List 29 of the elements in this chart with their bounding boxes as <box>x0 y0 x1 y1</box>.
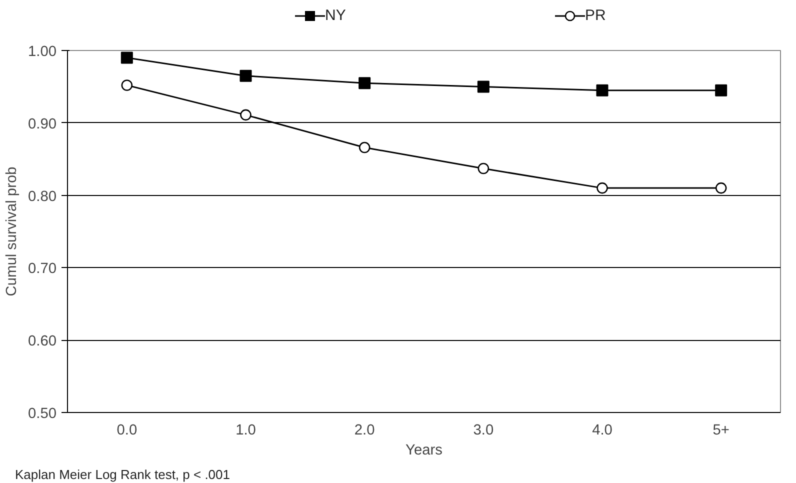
y-tick-label: 0.60 <box>28 334 57 350</box>
y-axis-title: Cumul survival prob <box>4 166 20 296</box>
point <box>477 80 490 93</box>
point <box>478 162 490 174</box>
point <box>240 109 252 121</box>
text: Kaplan Meier Log Rank test, p < .001 <box>14 466 230 483</box>
x-tick-label: 1.0 <box>236 422 256 438</box>
point <box>121 80 133 91</box>
y-tick-label: 1.00 <box>28 44 57 60</box>
point <box>715 84 728 96</box>
point <box>596 84 608 96</box>
y-tick-label: 0.80 <box>28 188 57 205</box>
point <box>240 70 252 82</box>
x-tick-label: 2.0 <box>354 422 375 438</box>
point <box>715 182 727 194</box>
x-tick-label: 4.0 <box>592 422 612 438</box>
legend-label: PR <box>585 7 606 24</box>
point <box>596 182 608 194</box>
x-tick-label: 5+ <box>712 422 730 438</box>
y-tick-label: 0.70 <box>28 261 57 278</box>
x-tick-label: 3.0 <box>473 422 494 438</box>
point <box>358 77 371 90</box>
point <box>120 52 133 64</box>
y-tick-label: 0.50 <box>28 406 57 422</box>
point <box>358 142 370 154</box>
x-axis-title: Years <box>406 442 442 458</box>
y-tick-label: 0.90 <box>28 116 57 132</box>
x-tick-label: 0.0 <box>116 422 138 438</box>
legend-label: NY <box>325 7 346 24</box>
